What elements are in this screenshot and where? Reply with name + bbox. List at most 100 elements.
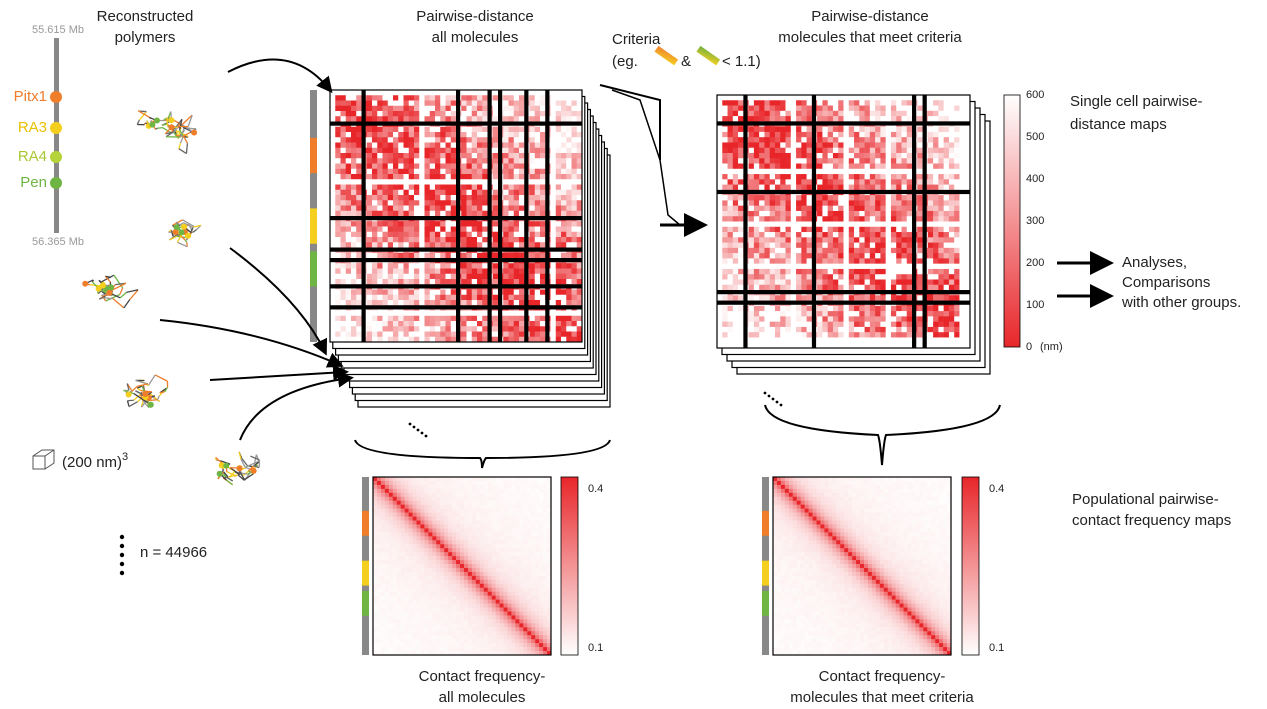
map-cell bbox=[954, 148, 960, 154]
map-cell bbox=[817, 158, 823, 164]
map-cell bbox=[838, 232, 844, 238]
map-cell bbox=[886, 227, 892, 233]
map-cell bbox=[917, 253, 923, 259]
map-cell bbox=[833, 316, 839, 322]
map-cell bbox=[566, 290, 572, 296]
map-cell bbox=[398, 200, 404, 206]
map-cell bbox=[419, 227, 425, 233]
map-cell bbox=[759, 311, 765, 317]
map-cell bbox=[907, 169, 913, 175]
map-cell bbox=[566, 116, 572, 122]
map-cell bbox=[367, 253, 373, 259]
map-cell bbox=[949, 179, 955, 185]
map-cell bbox=[572, 206, 578, 212]
map-cell bbox=[456, 493, 460, 497]
map-cell bbox=[722, 200, 728, 206]
map-cell bbox=[393, 501, 397, 505]
map-cell bbox=[461, 300, 467, 306]
map-cell bbox=[875, 169, 881, 175]
map-cell bbox=[844, 200, 850, 206]
map-cell bbox=[493, 290, 499, 296]
map-cell bbox=[870, 306, 876, 312]
map-cell bbox=[377, 200, 383, 206]
map-cell bbox=[844, 111, 850, 117]
map-cell bbox=[796, 248, 802, 254]
map-cell bbox=[409, 127, 415, 133]
map-cell bbox=[959, 227, 965, 233]
map-cell bbox=[949, 164, 955, 170]
missing-row bbox=[717, 290, 970, 294]
map-cell bbox=[944, 337, 950, 343]
map-cell bbox=[949, 100, 955, 106]
map-cell bbox=[531, 497, 535, 501]
map-cell bbox=[770, 285, 776, 291]
map-cell bbox=[854, 137, 860, 143]
map-cell bbox=[514, 200, 520, 206]
map-cell bbox=[759, 264, 765, 270]
map-cell bbox=[414, 158, 420, 164]
map-cell bbox=[901, 332, 907, 338]
map-cell bbox=[519, 237, 525, 243]
map-cell bbox=[556, 101, 562, 107]
map-cell bbox=[764, 269, 770, 275]
map-cell bbox=[440, 489, 444, 493]
map-cell bbox=[796, 153, 802, 159]
map-cell bbox=[330, 232, 336, 238]
map-cell bbox=[733, 174, 739, 180]
map-cell bbox=[933, 158, 939, 164]
map-cell bbox=[530, 321, 536, 327]
map-cell bbox=[949, 295, 955, 301]
map-cell bbox=[446, 221, 452, 227]
map-cell bbox=[405, 485, 409, 489]
map-cell bbox=[749, 279, 755, 285]
map-cell bbox=[430, 295, 436, 301]
map-cell bbox=[430, 158, 436, 164]
map-cell bbox=[530, 227, 536, 233]
map-cell bbox=[461, 174, 467, 180]
map-cell bbox=[844, 306, 850, 312]
map-cell bbox=[383, 237, 389, 243]
missing-row bbox=[330, 248, 582, 252]
map-cell bbox=[377, 164, 383, 170]
map-cell bbox=[865, 116, 871, 122]
map-cell bbox=[428, 501, 432, 505]
map-cell bbox=[561, 116, 567, 122]
map-cell bbox=[404, 116, 410, 122]
map-cell bbox=[875, 195, 881, 201]
map-cell bbox=[341, 311, 347, 317]
map-cell bbox=[722, 306, 728, 312]
map-cell bbox=[733, 95, 739, 101]
map-cell bbox=[833, 322, 839, 328]
map-cell bbox=[330, 321, 336, 327]
map-cell bbox=[460, 501, 464, 505]
map-cell bbox=[759, 169, 765, 175]
map-cell bbox=[482, 295, 488, 301]
map-cell bbox=[488, 477, 492, 481]
map-cell bbox=[844, 316, 850, 322]
map-cell bbox=[409, 269, 415, 275]
map-cell bbox=[398, 263, 404, 269]
map-cell bbox=[425, 295, 431, 301]
map-cell bbox=[425, 158, 431, 164]
map-cell bbox=[880, 311, 886, 317]
map-cell bbox=[801, 142, 807, 148]
map-cell bbox=[796, 174, 802, 180]
map-cell bbox=[456, 477, 460, 481]
map-cell bbox=[341, 127, 347, 133]
map-cell bbox=[770, 327, 776, 333]
map-cell bbox=[419, 279, 425, 285]
map-cell bbox=[430, 279, 436, 285]
map-cell bbox=[801, 332, 807, 338]
map-cell bbox=[828, 248, 834, 254]
map-cell bbox=[959, 243, 965, 249]
map-cell bbox=[398, 253, 404, 259]
map-cell bbox=[849, 337, 855, 343]
map-cell bbox=[467, 253, 473, 259]
map-cell bbox=[859, 227, 865, 233]
map-cell bbox=[954, 216, 960, 222]
map-cell bbox=[891, 269, 897, 275]
map-cell bbox=[754, 322, 760, 328]
map-cell bbox=[446, 200, 452, 206]
map-cell bbox=[749, 169, 755, 175]
map-cell bbox=[409, 332, 415, 338]
